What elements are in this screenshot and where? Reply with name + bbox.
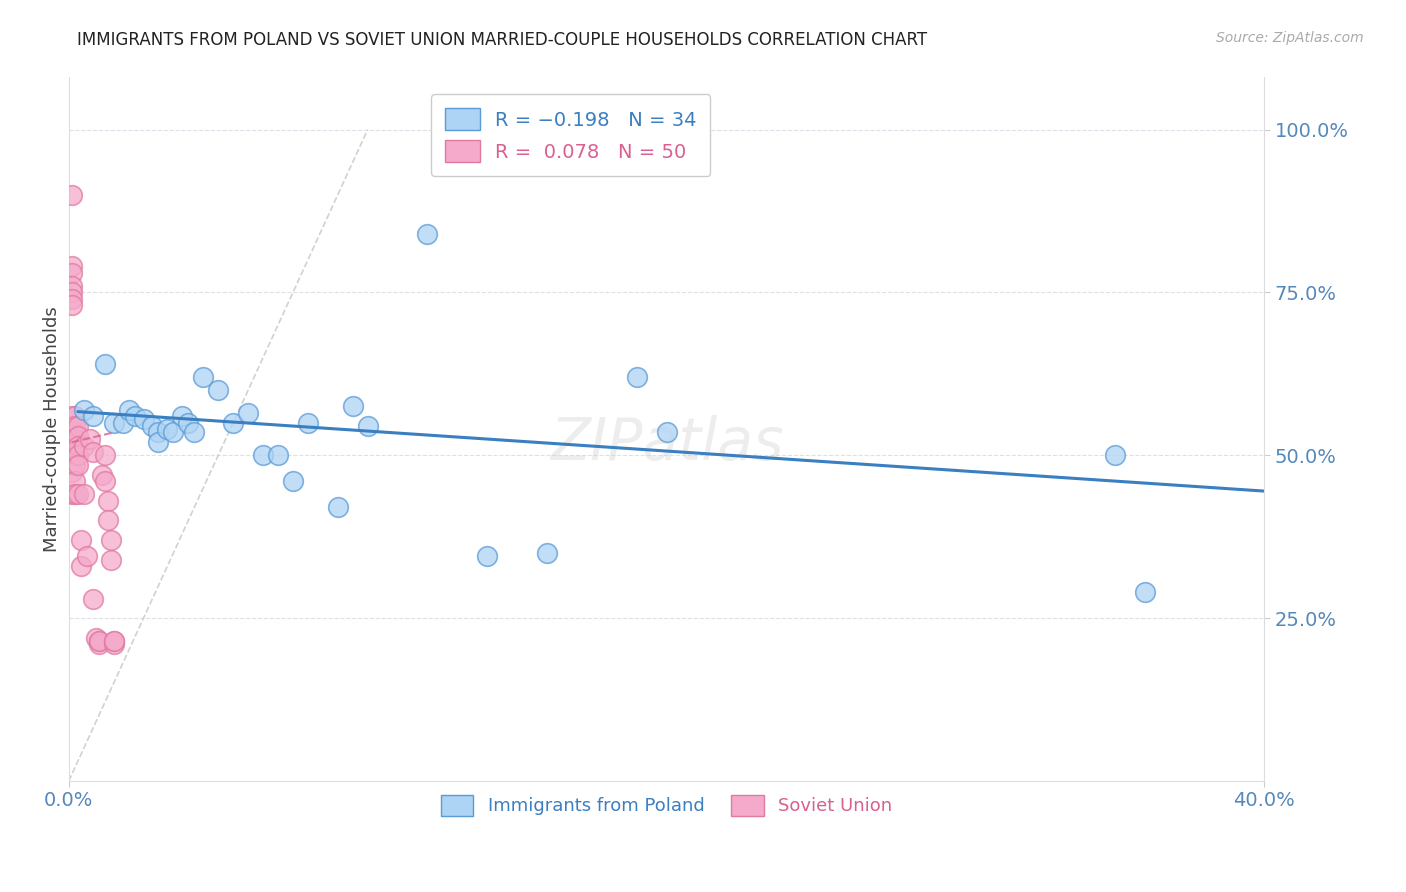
Point [63,458,86,472]
Point [66,448,89,462]
Point [103,634,125,648]
Text: ZIPatlas: ZIPatlas [550,415,783,472]
Point [93,448,115,462]
Point [111,416,134,430]
Point [1104,448,1126,462]
Point [73,402,96,417]
Point [60,298,83,312]
Point [536,546,558,560]
Point [207,383,229,397]
Point [79,432,101,446]
Point [342,400,364,414]
Point [60,438,83,452]
Point [60,448,83,462]
Point [69,559,91,574]
Point [183,425,205,440]
Point [60,419,83,434]
Point [60,266,83,280]
Point [66,487,89,501]
Point [60,487,83,501]
Point [76,549,98,564]
Point [87,634,110,648]
Point [60,425,83,440]
Point [416,227,439,241]
Point [281,475,304,489]
Point [82,409,104,424]
Point [100,533,122,547]
Point [103,637,125,651]
Point [82,591,104,606]
Point [63,487,86,501]
Point [60,465,83,479]
Point [60,279,83,293]
Text: IMMIGRANTS FROM POLAND VS SOVIET UNION MARRIED-COUPLE HOUSEHOLDS CORRELATION CHA: IMMIGRANTS FROM POLAND VS SOVIET UNION M… [77,31,928,49]
Point [66,458,89,472]
Point [60,432,83,446]
Point [63,409,86,424]
Point [60,409,83,424]
Point [90,467,112,482]
Point [222,416,245,430]
Text: Source: ZipAtlas.com: Source: ZipAtlas.com [1216,31,1364,45]
Point [626,370,648,384]
Point [655,425,678,440]
Point [156,422,179,436]
Point [87,637,110,651]
Point [172,409,194,424]
Point [132,412,155,426]
Point [141,419,163,434]
Point [357,419,380,434]
Point [63,432,86,446]
Point [66,419,89,434]
Point [1133,585,1156,599]
Point [326,500,349,515]
Point [60,187,83,202]
Point [297,416,319,430]
Point [66,438,89,452]
Point [82,445,104,459]
Point [93,475,115,489]
Point [60,292,83,306]
Point [60,285,83,300]
Point [252,448,274,462]
Point [477,549,499,564]
Point [148,435,170,450]
Point [124,409,146,424]
Point [177,416,200,430]
Point [73,438,96,452]
Point [117,402,139,417]
Point [63,445,86,459]
Point [148,425,170,440]
Point [63,419,86,434]
Point [66,428,89,442]
Point [93,357,115,371]
Point [236,406,259,420]
Point [162,425,184,440]
Y-axis label: Married-couple Households: Married-couple Households [44,306,60,552]
Point [100,552,122,566]
Point [63,475,86,489]
Point [97,494,120,508]
Point [193,370,215,384]
Point [60,260,83,274]
Point [84,631,107,645]
Point [69,533,91,547]
Point [87,634,110,648]
Legend: Immigrants from Poland, Soviet Union: Immigrants from Poland, Soviet Union [432,786,901,825]
Point [103,416,125,430]
Point [267,448,290,462]
Point [103,634,125,648]
Point [97,513,120,527]
Point [73,487,96,501]
